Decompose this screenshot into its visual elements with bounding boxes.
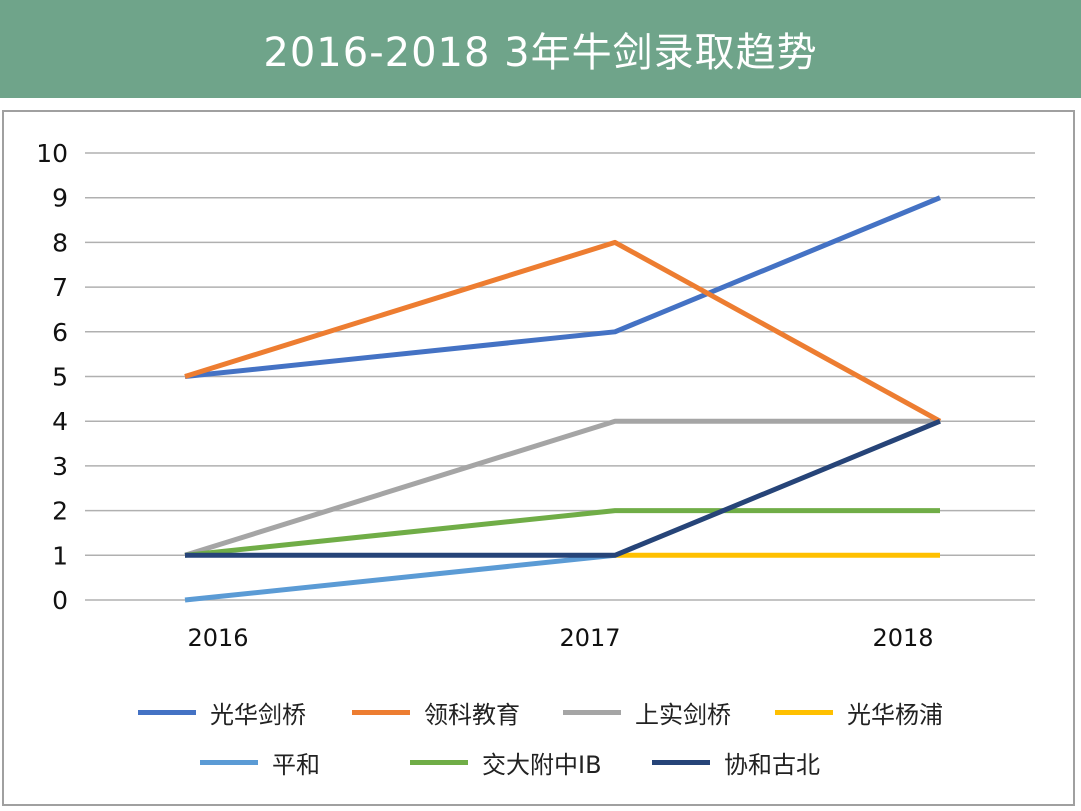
- chart-title: 2016-2018 3年牛剑录取趋势: [0, 0, 1081, 98]
- legend-item: 领科教育: [352, 695, 520, 730]
- legend-label: 交大附中IB: [482, 751, 602, 779]
- legend-label: 领科教育: [424, 701, 520, 729]
- y-tick-label: 10: [36, 139, 68, 168]
- legend-swatch: [200, 760, 258, 765]
- legend-label: 上实剑桥: [635, 701, 731, 729]
- series-line-3: [184, 418, 940, 558]
- legend-swatch: [410, 760, 468, 765]
- series-line-2: [184, 239, 942, 424]
- series-line-6: [184, 508, 940, 558]
- y-tick-label: 1: [52, 541, 68, 570]
- legend-swatch: [138, 710, 196, 715]
- y-tick-label: 6: [52, 318, 68, 347]
- legend-swatch: [775, 710, 833, 715]
- legend-label: 协和古北: [724, 751, 820, 779]
- legend-item: 光华杨浦: [775, 695, 943, 730]
- y-tick-label: 7: [52, 273, 68, 302]
- series-line-7: [185, 418, 941, 558]
- legend-item: 交大附中IB: [410, 745, 602, 780]
- y-tick-label: 2: [52, 497, 68, 526]
- y-tick-label: 5: [52, 363, 68, 392]
- legend-item: 协和古北: [652, 745, 820, 780]
- legend-swatch: [352, 710, 410, 715]
- legend-item: 平和: [200, 745, 320, 780]
- series-line-5: [184, 552, 616, 603]
- legend-label: 光华杨浦: [847, 701, 943, 729]
- y-tick-label: 9: [52, 184, 68, 213]
- y-tick-label: 0: [52, 586, 68, 615]
- y-tick-label: 8: [52, 228, 68, 257]
- chart-frame: [2, 110, 1075, 806]
- legend-item: 上实剑桥: [563, 695, 731, 730]
- legend-swatch: [652, 760, 710, 765]
- y-tick-label: 3: [52, 452, 68, 481]
- x-tick-label: 2018: [872, 624, 933, 652]
- legend-item: 光华剑桥: [138, 695, 306, 730]
- legend-label: 光华剑桥: [210, 701, 306, 729]
- legend-label: 平和: [272, 751, 320, 779]
- series-line-1: [184, 195, 941, 379]
- x-tick-label: 2017: [559, 624, 620, 652]
- x-tick-label: 2016: [187, 624, 248, 652]
- y-tick-label: 4: [52, 407, 68, 436]
- legend-swatch: [563, 710, 621, 715]
